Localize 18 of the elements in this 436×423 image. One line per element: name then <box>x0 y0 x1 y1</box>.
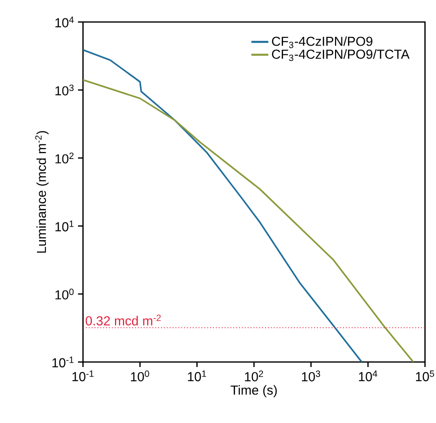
y-tick-label: 10$^{3}$ <box>55 84 74 96</box>
x-tick-label: 10$^{-1}$ <box>72 370 94 382</box>
x-tick-label: 10$^{1}$ <box>188 370 206 382</box>
y-tick-label: 10$^{1}$ <box>55 220 74 232</box>
x-axis-title: Time (s) <box>230 385 277 398</box>
x-tick-label: 10$^{0}$ <box>130 370 150 382</box>
ref-line-label: 0.32 mcd m$^{-2}$ <box>86 314 161 326</box>
y-tick-label: 10$^{4}$ <box>55 16 74 28</box>
y-tick-label: 10$^{0}$ <box>55 288 74 300</box>
y-axis-title: Luminance (mcd m$^{-2}$) <box>35 131 49 253</box>
x-tick-label: 10$^{5}$ <box>416 370 434 382</box>
x-tick-label: 10$^{2}$ <box>244 370 264 382</box>
x-tick-label: 10$^{4}$ <box>358 370 378 382</box>
legend-label: CF$_{3}$-4CzIPN/PO9 <box>272 36 372 48</box>
y-tick-label: 10$^{2}$ <box>55 152 74 164</box>
legend-label: CF$_{3}$-4CzIPN/PO9/TCTA <box>272 49 410 62</box>
x-tick-label: 10$^{3}$ <box>302 370 320 382</box>
y-tick-label: 10$^{-1}$ <box>52 356 74 368</box>
